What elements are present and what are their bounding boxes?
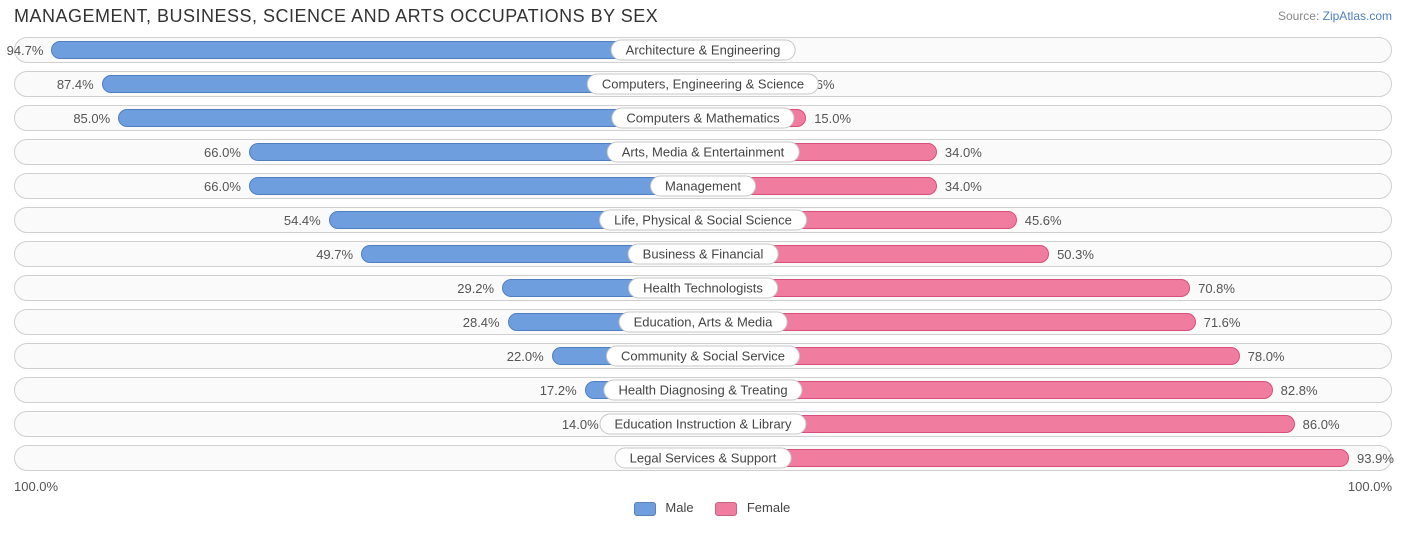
chart-header: MANAGEMENT, BUSINESS, SCIENCE AND ARTS O… xyxy=(0,0,1406,37)
pct-label-male: 22.0% xyxy=(507,344,544,368)
chart-row: 17.2% 82.8% Health Diagnosing & Treating xyxy=(14,377,1392,403)
category-label: Business & Financial xyxy=(628,244,779,265)
chart-row: 66.0% 34.0% Management xyxy=(14,173,1392,199)
chart-row: 28.4% 71.6% Education, Arts & Media xyxy=(14,309,1392,335)
axis-right-label: 100.0% xyxy=(1348,479,1392,494)
chart-row: 29.2% 70.8% Health Technologists xyxy=(14,275,1392,301)
chart-row: 85.0% 15.0% Computers & Mathematics xyxy=(14,105,1392,131)
pct-label-male: 66.0% xyxy=(204,174,241,198)
category-label: Arts, Media & Entertainment xyxy=(607,142,800,163)
pct-label-female: 34.0% xyxy=(945,140,982,164)
pct-label-female: 71.6% xyxy=(1204,310,1241,334)
category-label: Community & Social Service xyxy=(606,346,800,367)
bar-male xyxy=(249,177,703,195)
pct-label-female: 93.9% xyxy=(1357,446,1394,470)
bar-female xyxy=(703,449,1349,467)
pct-label-male: 49.7% xyxy=(316,242,353,266)
pct-label-male: 85.0% xyxy=(73,106,110,130)
category-label: Health Technologists xyxy=(628,278,778,299)
category-label: Management xyxy=(650,176,756,197)
axis-left-label: 100.0% xyxy=(14,479,58,494)
legend-label-female: Female xyxy=(747,500,790,515)
chart-row: 87.4%12.6%Computers, Engineering & Scien… xyxy=(14,71,1392,97)
pct-label-male: 54.4% xyxy=(284,208,321,232)
pct-label-male: 87.4% xyxy=(57,72,94,96)
source-prefix: Source: xyxy=(1278,9,1323,23)
chart-row: 49.7% 50.3% Business & Financial xyxy=(14,241,1392,267)
category-label: Computers & Mathematics xyxy=(611,108,794,129)
bar-male xyxy=(51,41,703,59)
chart-row: 6.1%93.9%Legal Services & Support xyxy=(14,445,1392,471)
category-label: Health Diagnosing & Treating xyxy=(603,380,802,401)
pct-label-female: 34.0% xyxy=(945,174,982,198)
pct-label-male: 17.2% xyxy=(540,378,577,402)
pct-label-female: 82.8% xyxy=(1281,378,1318,402)
chart-title: MANAGEMENT, BUSINESS, SCIENCE AND ARTS O… xyxy=(14,6,658,27)
pct-label-male: 66.0% xyxy=(204,140,241,164)
category-label: Architecture & Engineering xyxy=(611,40,796,61)
pct-label-male: 29.2% xyxy=(457,276,494,300)
category-label: Legal Services & Support xyxy=(615,448,792,469)
category-label: Education Instruction & Library xyxy=(599,414,806,435)
pct-label-female: 15.0% xyxy=(814,106,851,130)
legend: Male Female xyxy=(0,500,1406,516)
legend-swatch-female xyxy=(715,502,737,516)
chart-row: 22.0% 78.0% Community & Social Service xyxy=(14,343,1392,369)
category-label: Education, Arts & Media xyxy=(619,312,788,333)
pct-label-female: 70.8% xyxy=(1198,276,1235,300)
category-label: Life, Physical & Social Science xyxy=(599,210,807,231)
pct-label-female: 50.3% xyxy=(1057,242,1094,266)
chart-row: 94.7%5.3%Architecture & Engineering xyxy=(14,37,1392,63)
legend-swatch-male xyxy=(634,502,656,516)
chart-row: 66.0% 34.0% Arts, Media & Entertainment xyxy=(14,139,1392,165)
pct-label-male: 14.0% xyxy=(562,412,599,436)
pct-label-male: 94.7% xyxy=(7,38,44,62)
source-link[interactable]: ZipAtlas.com xyxy=(1323,9,1392,23)
pct-label-male: 28.4% xyxy=(463,310,500,334)
legend-label-male: Male xyxy=(665,500,693,515)
pct-label-female: 78.0% xyxy=(1248,344,1285,368)
pct-label-female: 86.0% xyxy=(1303,412,1340,436)
pct-label-female: 45.6% xyxy=(1025,208,1062,232)
x-axis: 100.0% 100.0% xyxy=(0,479,1406,494)
chart-source: Source: ZipAtlas.com xyxy=(1278,6,1392,23)
category-label: Computers, Engineering & Science xyxy=(587,74,819,95)
chart-row: 14.0% 86.0% Education Instruction & Librar… xyxy=(14,411,1392,437)
chart-row: 54.4% 45.6% Life, Physical & Social Scienc… xyxy=(14,207,1392,233)
diverging-bar-chart: 94.7%5.3%Architecture & Engineering 87.4%… xyxy=(0,37,1406,471)
